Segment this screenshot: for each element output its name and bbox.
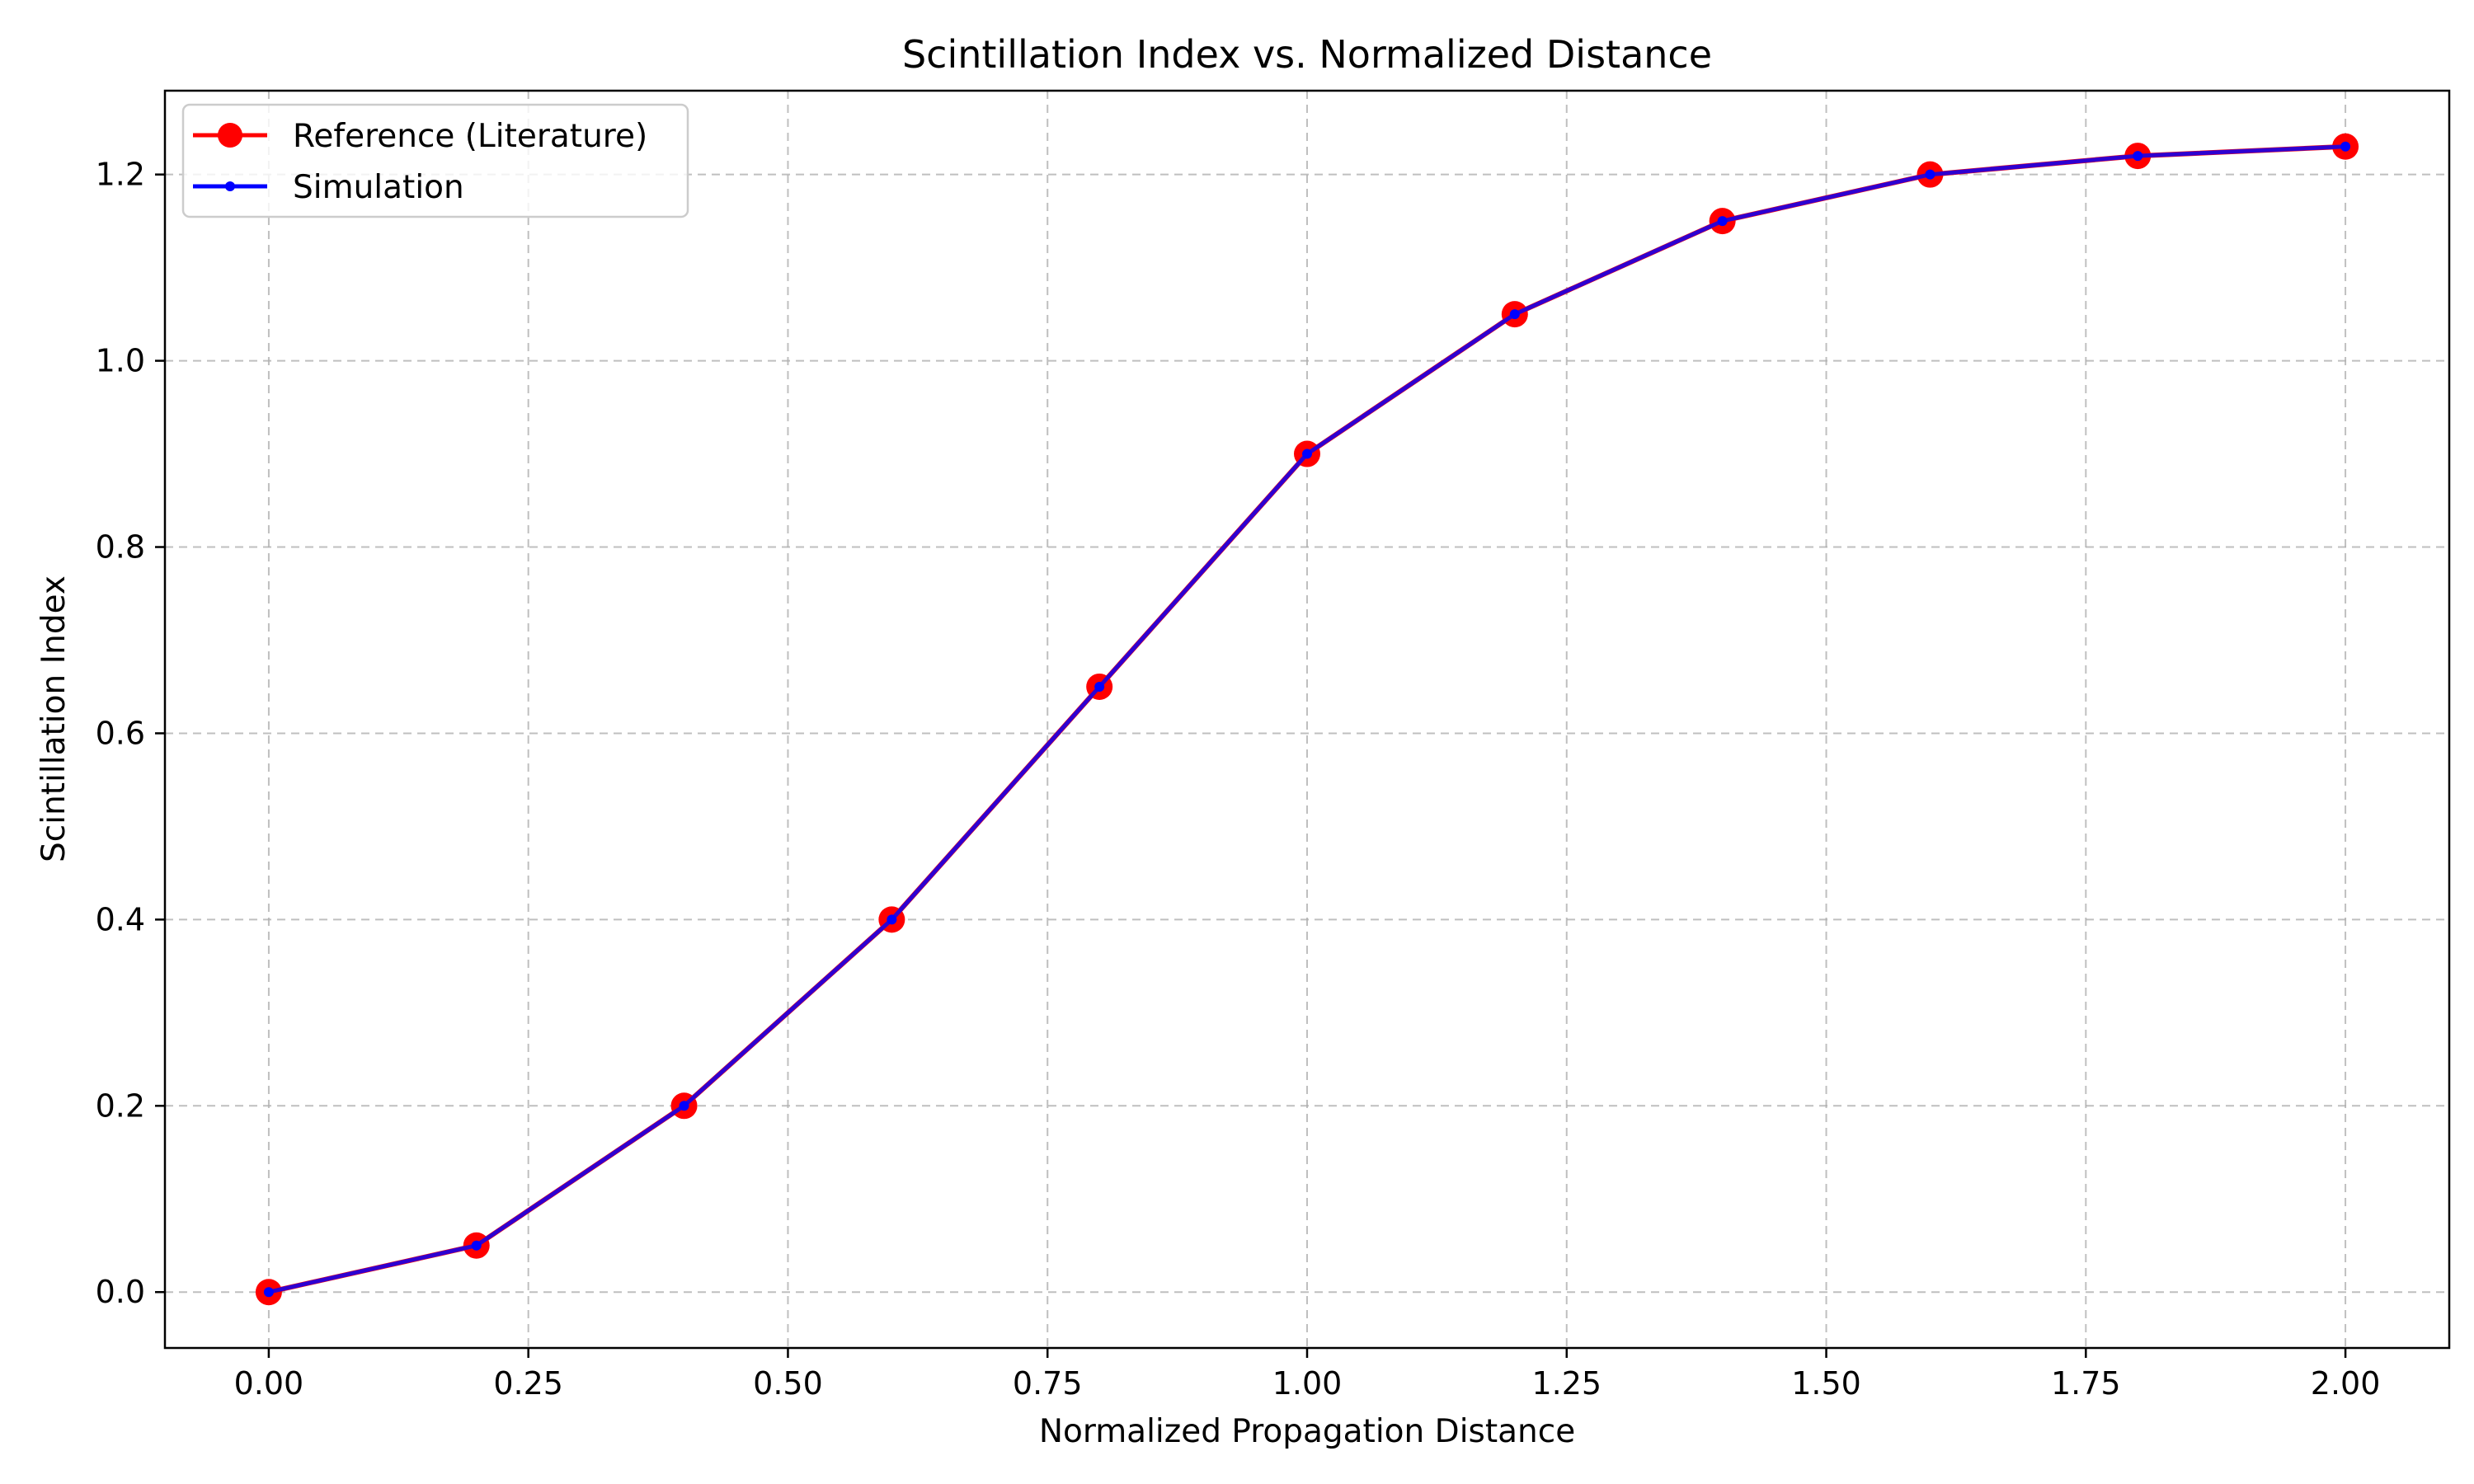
legend-box xyxy=(181,103,689,218)
chart-title: Scintillation Index vs. Normalized Dista… xyxy=(902,32,1712,77)
legend: Reference (Literature) Simulation xyxy=(181,103,689,218)
legend-swatch-marker-simulation xyxy=(225,181,235,191)
x-tick-label: 0.00 xyxy=(234,1365,304,1402)
legend-label-reference: Reference (Literature) xyxy=(293,118,647,155)
legend-entry-reference: Reference (Literature) xyxy=(193,118,647,155)
legend-swatch-marker-reference xyxy=(218,123,242,148)
series-point-1 xyxy=(1302,448,1312,459)
x-axis-label: Normalized Propagation Distance xyxy=(1039,1413,1575,1450)
y-tick-label: 0.4 xyxy=(96,901,145,937)
series-point-1 xyxy=(1717,216,1728,227)
x-tick-label: 2.00 xyxy=(2311,1365,2381,1402)
series-layer xyxy=(255,133,2359,1306)
y-tick-label: 1.2 xyxy=(96,157,145,193)
x-tick-label: 0.25 xyxy=(493,1365,563,1402)
series-point-1 xyxy=(2340,141,2351,152)
y-tick-label: 1.0 xyxy=(96,343,145,379)
y-axis-label: Scintillation Index xyxy=(35,575,73,862)
y-tick-label: 0.6 xyxy=(96,715,145,751)
y-tick-label: 0.2 xyxy=(96,1087,145,1124)
y-tick-label: 0.8 xyxy=(96,529,145,566)
x-tick-label: 0.75 xyxy=(1013,1365,1083,1402)
x-tick-label: 1.00 xyxy=(1272,1365,1343,1402)
series-point-1 xyxy=(2133,151,2143,162)
x-tick-label: 1.75 xyxy=(2051,1365,2121,1402)
series-point-1 xyxy=(1509,309,1520,320)
series-point-1 xyxy=(887,914,897,925)
x-tick-label: 0.50 xyxy=(753,1365,823,1402)
legend-entry-simulation: Simulation xyxy=(193,169,464,206)
series-point-1 xyxy=(679,1101,689,1111)
series-point-1 xyxy=(1094,681,1105,692)
x-tick-label: 1.25 xyxy=(1531,1365,1602,1402)
x-axis-ticks: 0.00 0.25 0.50 0.75 1.00 1.25 1.50 1.75 2.00 xyxy=(234,1348,2381,1402)
series-point-1 xyxy=(1925,169,1935,180)
y-axis-ticks: 0.0 0.2 0.4 0.6 0.8 1.0 1.2 xyxy=(96,157,165,1310)
plot-area xyxy=(163,89,2451,1350)
x-tick-label: 1.50 xyxy=(1791,1365,1861,1402)
series-point-1 xyxy=(471,1240,482,1251)
series-point-1 xyxy=(263,1287,274,1298)
y-tick-label: 0.0 xyxy=(96,1274,145,1310)
legend-label-simulation: Simulation xyxy=(293,169,464,206)
